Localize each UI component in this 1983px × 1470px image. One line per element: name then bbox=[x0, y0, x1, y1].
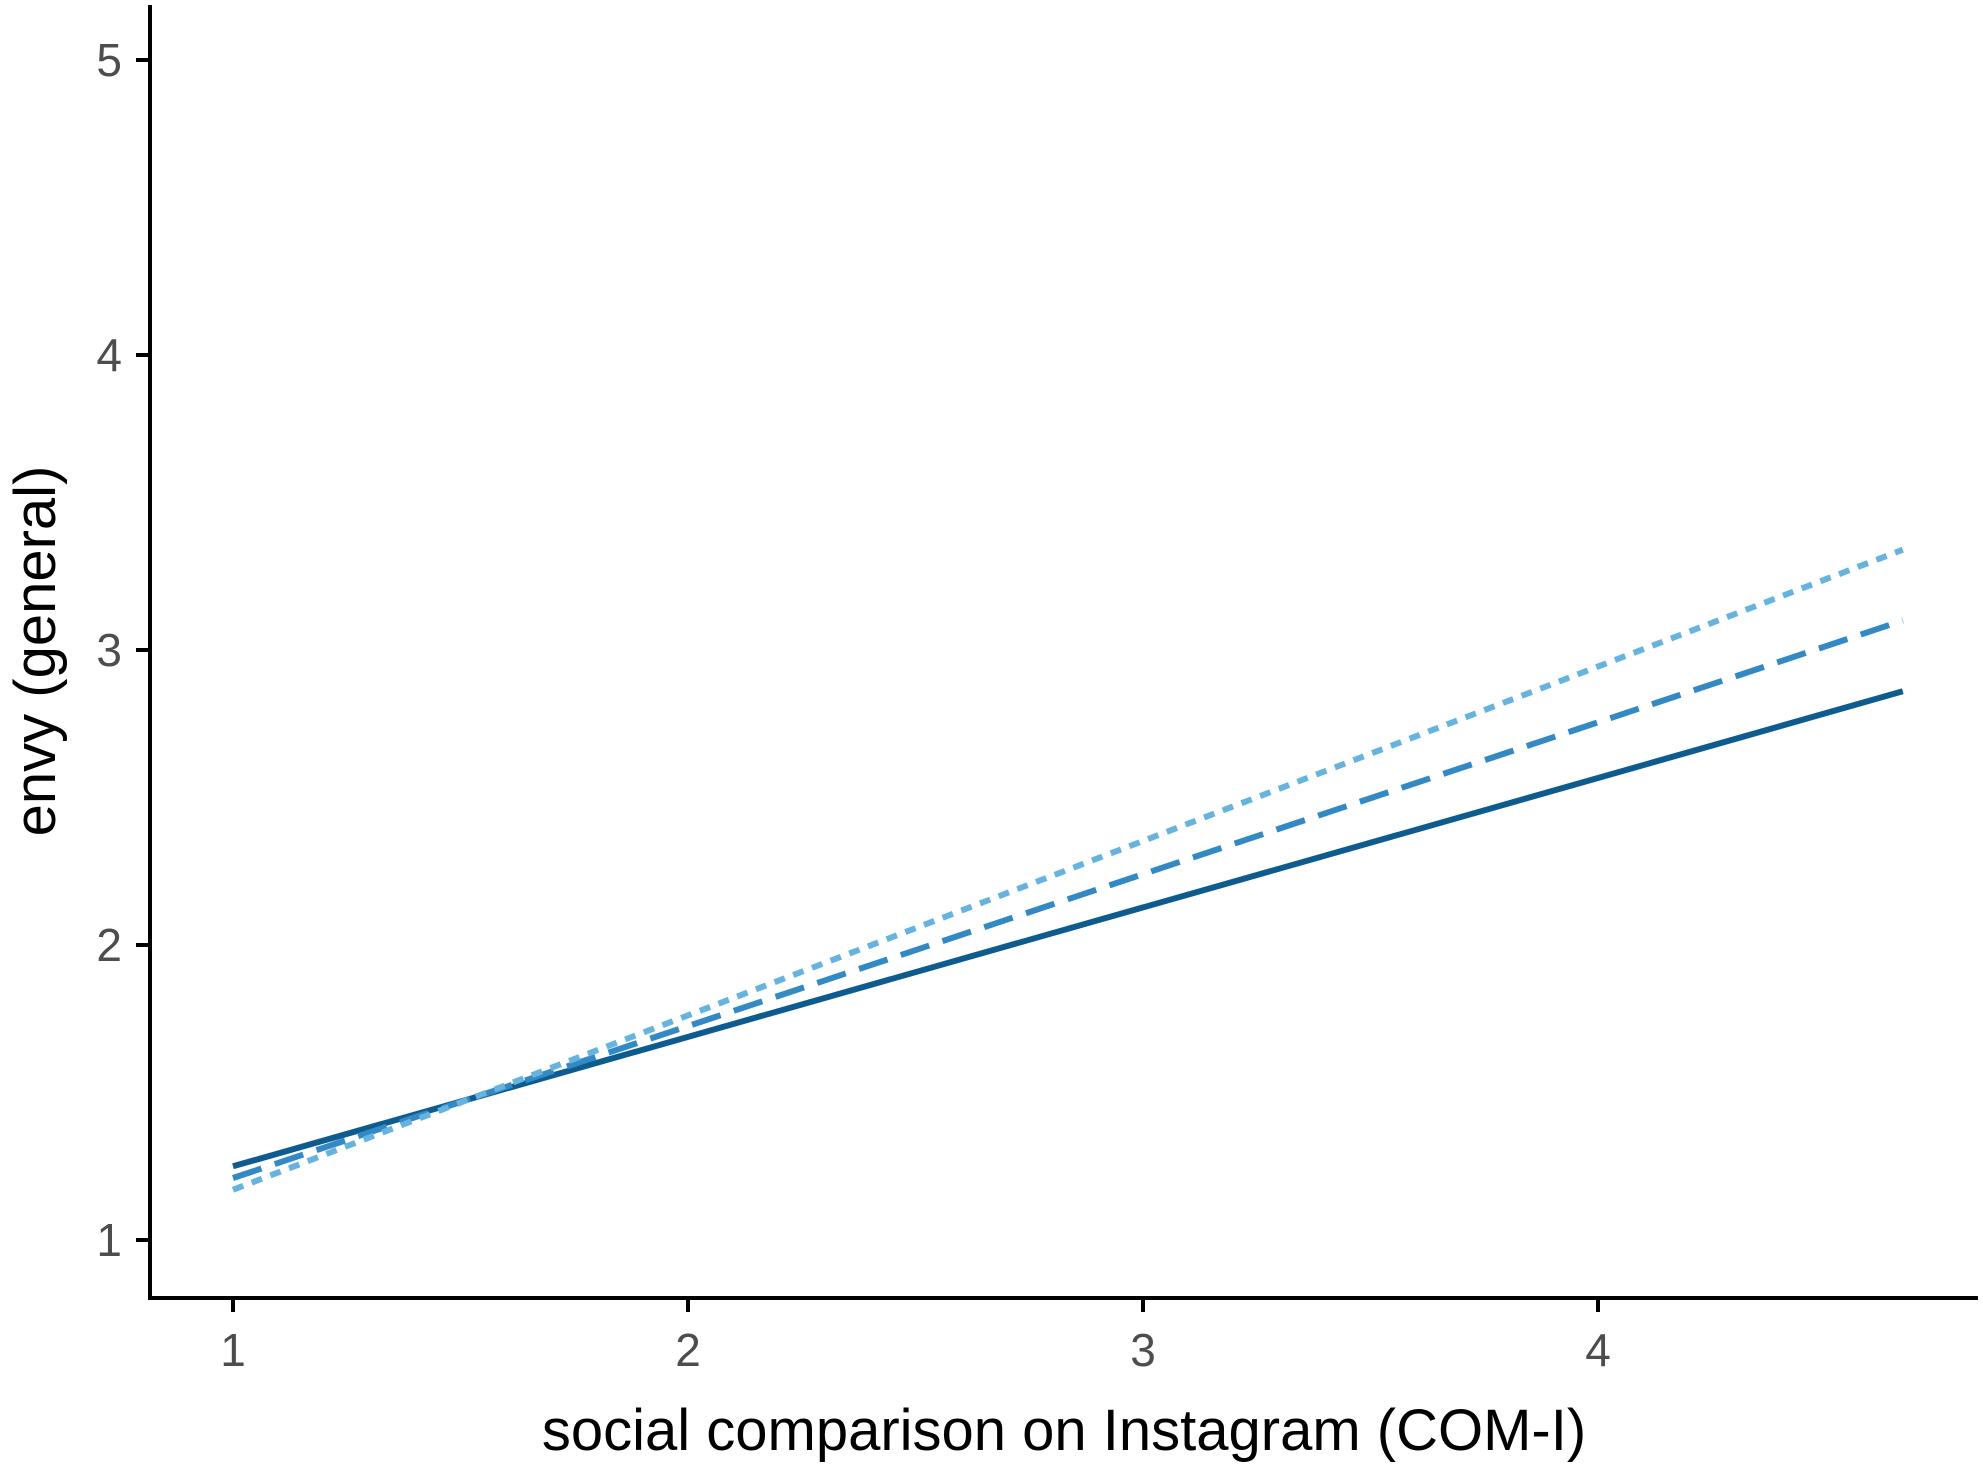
x-tick-label: 4 bbox=[1585, 1324, 1611, 1376]
x-axis-ticks: 1 2 3 4 bbox=[220, 1298, 1611, 1376]
y-axis-title: envy (general) bbox=[3, 466, 68, 837]
x-tick-label: 1 bbox=[220, 1324, 246, 1376]
y-tick-label: 1 bbox=[96, 1214, 122, 1266]
series-line-2 bbox=[232, 617, 1904, 1181]
y-tick-label: 2 bbox=[96, 919, 122, 971]
y-tick-label: 5 bbox=[96, 34, 122, 86]
series-line-3 bbox=[231, 546, 1904, 1193]
y-tick-label: 4 bbox=[96, 329, 122, 381]
axes bbox=[148, 5, 1978, 1300]
y-axis-ticks: 1 2 3 4 5 bbox=[96, 34, 150, 1266]
series-lines bbox=[231, 546, 1904, 1193]
x-tick-label: 2 bbox=[675, 1324, 701, 1376]
x-tick-label: 3 bbox=[1130, 1324, 1156, 1376]
y-tick-label: 3 bbox=[96, 624, 122, 676]
x-axis-title: social comparison on Instagram (COM-I) bbox=[542, 1398, 1586, 1463]
